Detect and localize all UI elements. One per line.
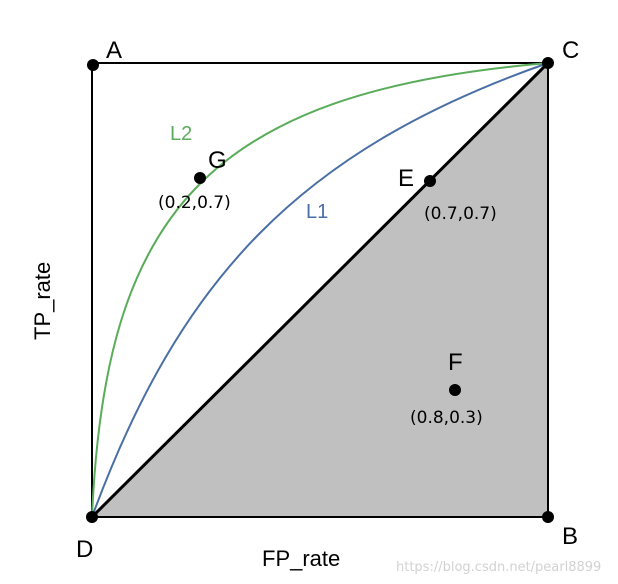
- y-axis-label: TP_rate: [30, 262, 55, 340]
- point-e-dot: [424, 175, 436, 187]
- point-g-dot: [194, 172, 206, 184]
- point-label-e: E: [398, 165, 414, 192]
- corner-label-b: B: [562, 523, 578, 550]
- point-coord-f: (0.8,0.3): [410, 408, 483, 428]
- point-label-g: G: [208, 147, 227, 174]
- curve-label-l1: L1: [306, 201, 328, 223]
- point-d-dot: [86, 511, 98, 523]
- x-axis-label: FP_rate: [262, 546, 340, 571]
- point-coord-e: (0.7,0.7): [424, 204, 497, 224]
- diagonal-line: [90, 61, 550, 519]
- watermark: https://blog.csdn.net/pearl8899: [396, 560, 601, 575]
- curve-l2: [91, 62, 549, 518]
- point-c-dot: [542, 57, 554, 69]
- corner-label-a: A: [106, 37, 122, 64]
- curve-l1: [91, 62, 549, 518]
- corner-label-c: C: [562, 37, 579, 64]
- curve-label-l2: L2: [170, 123, 192, 145]
- frame: [91, 62, 549, 518]
- point-a-dot: [87, 59, 99, 71]
- point-coord-g: (0.2,0.7): [158, 193, 231, 213]
- corner-label-d: D: [76, 536, 93, 563]
- point-b-dot: [542, 511, 554, 523]
- point-f-dot: [449, 384, 461, 396]
- point-label-f: F: [448, 349, 463, 376]
